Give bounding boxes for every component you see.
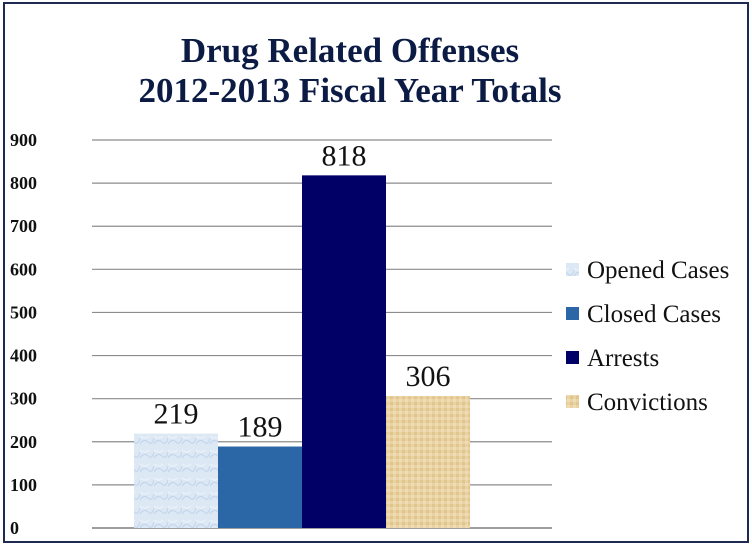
legend-label: Closed Cases [587, 301, 721, 328]
legend-label: Opened Cases [587, 257, 729, 284]
data-labels: 219 189 818 306 [154, 139, 451, 443]
y-axis-ticks: 0 100 200 300 400 500 600 700 800 900 [10, 130, 37, 538]
data-label: 219 [154, 398, 199, 431]
y-tick-label: 900 [10, 130, 37, 150]
legend-label: Arrests [587, 345, 659, 372]
y-tick-label: 600 [10, 259, 37, 279]
y-tick-label: 0 [10, 518, 19, 538]
bar [386, 396, 470, 528]
y-tick-label: 800 [10, 173, 37, 193]
legend-label: Convictions [587, 389, 708, 416]
bars [134, 175, 470, 528]
data-label: 306 [406, 360, 451, 393]
legend-swatch [566, 307, 579, 320]
legend: Opened Cases Closed Cases Arrests Convictio… [566, 257, 729, 416]
legend-swatch [566, 263, 579, 276]
data-label: 818 [322, 139, 367, 172]
bar [134, 433, 218, 528]
legend-swatch [566, 395, 579, 408]
y-tick-label: 500 [10, 302, 37, 322]
y-tick-label: 400 [10, 346, 37, 366]
bar [302, 175, 386, 528]
y-tick-label: 700 [10, 216, 37, 236]
legend-swatch [566, 351, 579, 364]
data-label: 189 [238, 411, 283, 444]
y-tick-label: 300 [10, 389, 37, 409]
chart-subtitle: 2012-2013 Fiscal Year Totals [138, 71, 562, 110]
bar [218, 446, 302, 528]
chart-title: Drug Related Offenses [180, 31, 520, 70]
y-tick-label: 200 [10, 432, 37, 452]
y-tick-label: 100 [10, 475, 37, 495]
